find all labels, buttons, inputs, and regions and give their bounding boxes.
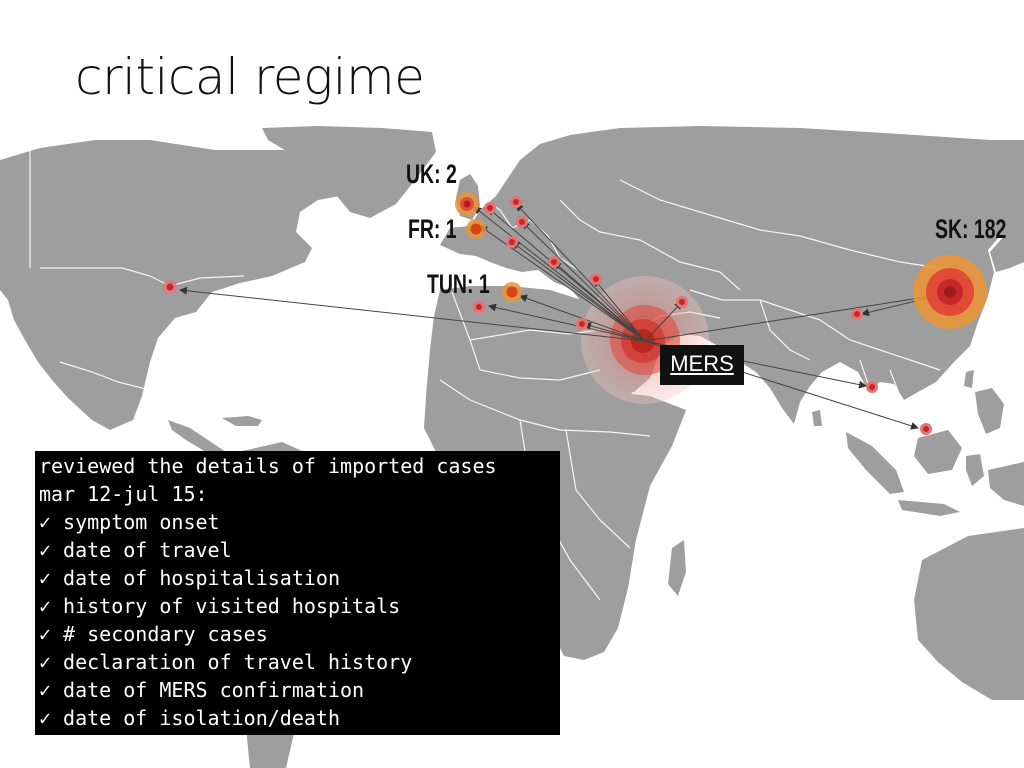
case-marker-eg <box>576 318 588 330</box>
checklist-item: ✓ date of MERS confirmation <box>39 676 560 704</box>
landmass-borneo <box>914 430 962 474</box>
travel-routes <box>179 203 946 430</box>
case-marker-cn <box>851 308 863 320</box>
checklist-item-text: date of isolation/death <box>63 706 340 730</box>
details-checklist: ✓ symptom onset ✓ date of travel ✓ date of … <box>39 508 560 732</box>
checklist-item-text: date of MERS confirmation <box>63 678 365 702</box>
checklist-item: ✓ date of hospitalisation <box>39 564 560 592</box>
mers-source-label: MERS <box>660 345 744 385</box>
landmass-taiwan <box>964 370 974 388</box>
slide-title: critical regime <box>75 48 425 106</box>
checklist-item-text: history of visited hospitals <box>63 594 401 618</box>
label-tun-cases: TUN: 1 <box>427 269 490 299</box>
checklist-item-text: date of travel <box>63 538 232 562</box>
landmass-caribbean <box>222 416 262 426</box>
case-marker-uk <box>455 192 479 216</box>
label-uk-cases: UK: 2 <box>406 159 457 189</box>
case-marker-my <box>920 423 932 435</box>
case-marker-us <box>163 280 177 294</box>
country-borders <box>29 148 941 611</box>
check-icon: ✓ <box>39 706 52 730</box>
case-marker-dz <box>473 301 485 313</box>
check-icon: ✓ <box>39 650 52 674</box>
details-box: reviewed the details of imported cases m… <box>35 451 560 735</box>
landmass-new-guinea <box>988 462 1024 506</box>
checklist-item: ✓ # secondary cases <box>39 620 560 648</box>
checklist-item: ✓ symptom onset <box>39 508 560 536</box>
check-icon: ✓ <box>39 678 52 702</box>
check-icon: ✓ <box>39 510 52 534</box>
case-marker-fr <box>466 219 486 239</box>
landmass-sri-lanka <box>812 410 822 426</box>
landmass-japan <box>990 218 1024 272</box>
landmass-java <box>898 500 960 516</box>
case-marker-at <box>516 216 528 228</box>
check-icon: ✓ <box>39 538 52 562</box>
checklist-item-text: symptom onset <box>63 510 220 534</box>
checklist-item: ✓ date of isolation/death <box>39 704 560 732</box>
landmass-madagascar <box>668 540 686 596</box>
case-marker-th <box>866 381 878 393</box>
details-heading-line-2: mar 12-jul 15: <box>39 482 208 506</box>
landmass-north-america <box>0 140 360 430</box>
landmass-sulawesi <box>966 454 984 486</box>
case-marker-tr <box>590 273 602 285</box>
landmass-philippines <box>975 388 1004 434</box>
checklist-item-text: # secondary cases <box>63 622 268 646</box>
check-icon: ✓ <box>39 566 52 590</box>
landmass-sumatra <box>846 432 904 494</box>
checklist-item: ✓ history of visited hospitals <box>39 592 560 620</box>
checklist-item-text: date of hospitalisation <box>63 566 340 590</box>
case-marker-tun <box>502 282 522 302</box>
case-marker-nl <box>510 196 522 208</box>
details-heading-line-1: reviewed the details of imported cases <box>39 454 497 478</box>
landmass-australia <box>914 528 1024 700</box>
case-markers <box>163 192 987 435</box>
landmass-iceland <box>372 136 402 156</box>
case-marker-it <box>506 236 518 248</box>
case-marker-sk <box>913 255 987 329</box>
checklist-item: ✓ declaration of travel history <box>39 648 560 676</box>
checklist-item: ✓ date of travel <box>39 536 560 564</box>
label-sk-cases: SK: 182 <box>935 214 1007 244</box>
case-marker-ir <box>676 296 688 308</box>
check-icon: ✓ <box>39 622 52 646</box>
checklist-item-text: declaration of travel history <box>63 650 413 674</box>
case-marker-gr <box>548 256 560 268</box>
case-marker-de <box>484 202 496 214</box>
check-icon: ✓ <box>39 594 52 618</box>
label-fr-cases: FR: 1 <box>408 214 457 244</box>
